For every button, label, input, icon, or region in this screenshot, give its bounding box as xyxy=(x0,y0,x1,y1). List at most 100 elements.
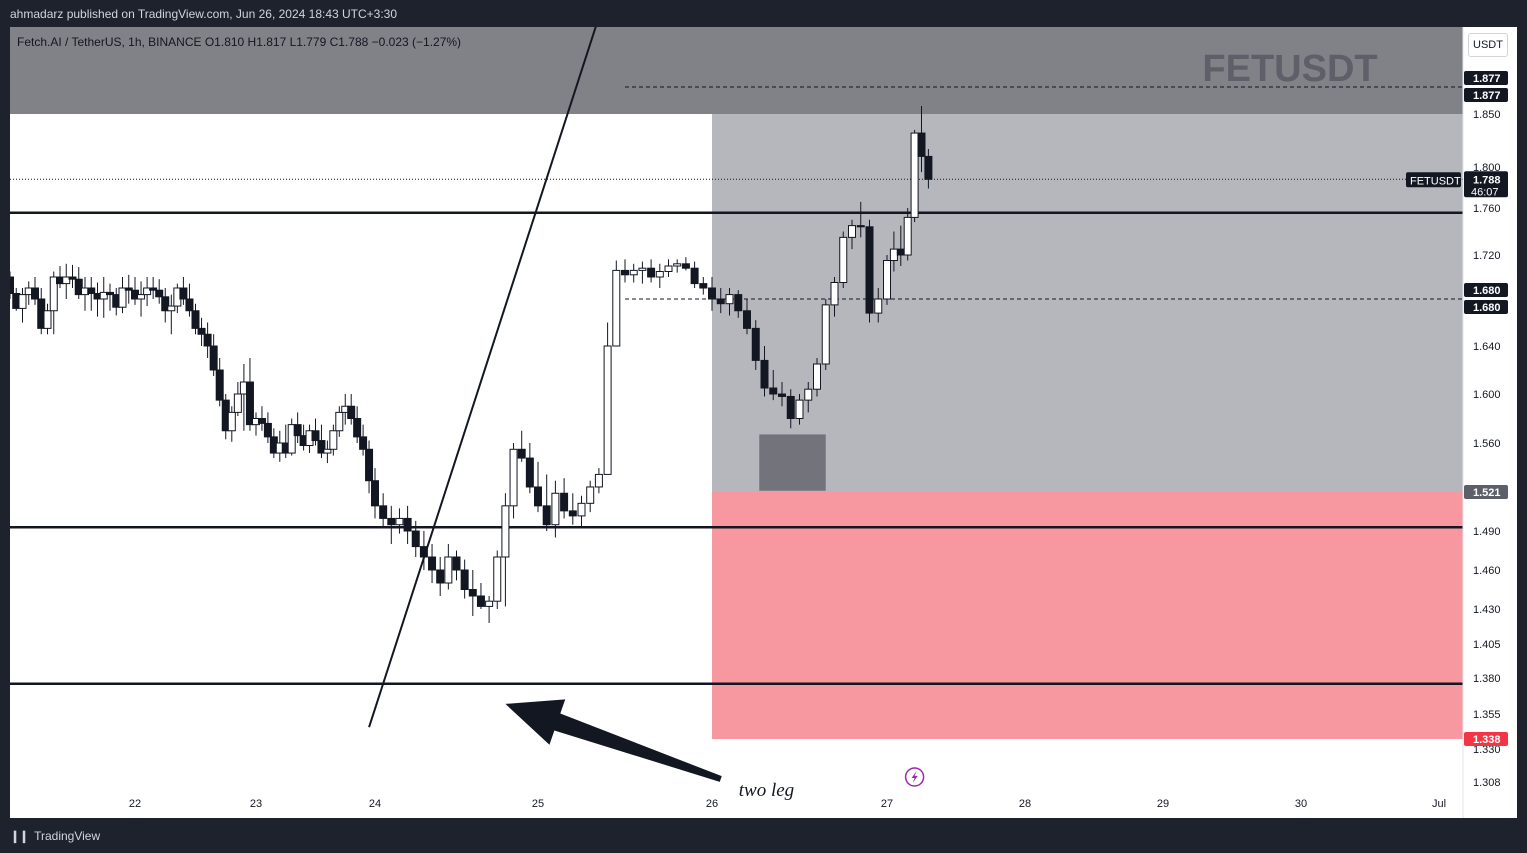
candle xyxy=(577,495,586,526)
candle-body xyxy=(167,305,176,312)
candle xyxy=(43,303,52,335)
candle-body xyxy=(179,287,188,300)
price-tag-label: 1.338 xyxy=(1473,734,1501,746)
candle-body xyxy=(353,418,362,438)
y-tick-label: 1.308 xyxy=(1473,777,1501,789)
candle-body xyxy=(137,294,146,300)
candle-body xyxy=(525,457,534,488)
dark-box xyxy=(759,434,826,491)
candle-body xyxy=(681,263,690,269)
y-tick-label: 1.460 xyxy=(1473,565,1501,577)
chart-frame[interactable]: FETUSDT two leg 1.850 1.800 1.760 1.720 1.64… xyxy=(10,27,1517,818)
candle-body xyxy=(263,422,272,438)
candle xyxy=(203,322,212,358)
candle-body xyxy=(501,505,510,558)
candle-body xyxy=(778,393,786,397)
candle xyxy=(197,317,206,346)
countdown-label: 46:07 xyxy=(1471,186,1499,198)
candle-body xyxy=(227,411,236,432)
candle xyxy=(917,106,926,173)
candlestick-chart[interactable]: FETUSDT two leg 1.850 1.800 1.760 1.720 1.64… xyxy=(10,27,1517,818)
candle-body xyxy=(856,225,865,228)
candle-body xyxy=(203,333,212,347)
footer: ❙❙ TradingView xyxy=(10,822,100,849)
candle-body xyxy=(371,480,379,507)
brand-name[interactable]: TradingView xyxy=(34,828,101,843)
candle xyxy=(903,208,912,261)
tradingview-logo-icon[interactable]: ❙❙ xyxy=(10,828,29,843)
candle-body xyxy=(708,287,716,300)
candle-body xyxy=(917,132,926,157)
candle-body xyxy=(329,430,338,450)
candle-body xyxy=(359,436,368,450)
candle xyxy=(287,418,296,456)
candle-body xyxy=(629,269,638,276)
candle-body xyxy=(493,556,502,602)
candle-body xyxy=(74,278,83,296)
candle-body xyxy=(586,486,595,504)
y-tick-label: 1.355 xyxy=(1473,709,1501,721)
symbol-watermark: FETUSDT xyxy=(1202,48,1377,90)
candle-body xyxy=(551,492,560,526)
candle-body xyxy=(903,216,912,256)
candle xyxy=(436,557,445,596)
candle-body xyxy=(743,310,751,329)
price-tag xyxy=(1464,732,1508,746)
candle-body xyxy=(612,269,621,347)
candle-body xyxy=(149,287,158,291)
candle-body xyxy=(577,502,586,517)
candle xyxy=(501,493,510,607)
red-zone xyxy=(712,492,1463,739)
y-tick-label: 1.405 xyxy=(1473,639,1501,651)
lightning-icon-glyph xyxy=(911,771,918,783)
candle xyxy=(830,277,839,317)
candle xyxy=(371,468,379,519)
candle xyxy=(568,493,577,525)
candle xyxy=(865,219,874,323)
candle-body xyxy=(839,236,848,283)
candle xyxy=(629,263,638,283)
candle-body xyxy=(411,530,420,548)
currency-button[interactable]: USDT xyxy=(1468,33,1508,57)
candle-body xyxy=(99,291,108,300)
candle xyxy=(353,406,362,443)
x-tick-label: 24 xyxy=(369,798,381,810)
candle-body xyxy=(896,248,905,256)
annotation-arrow xyxy=(505,699,722,782)
candle xyxy=(621,259,629,283)
candle xyxy=(848,219,856,250)
candle xyxy=(293,412,302,443)
candle-body xyxy=(716,298,725,305)
candle xyxy=(215,358,224,407)
candle xyxy=(485,596,494,623)
candle-body xyxy=(830,282,839,306)
candle-body xyxy=(664,265,673,272)
y-tick-label: 1.850 xyxy=(1473,109,1501,121)
y-tick-label: 1.490 xyxy=(1473,526,1501,538)
candle xyxy=(323,440,332,464)
x-tick-label: 30 xyxy=(1295,798,1307,810)
candle xyxy=(68,264,77,288)
candle-body xyxy=(647,267,656,278)
symbol-legend: Fetch.AI / TetherUS, 1h, BINANCE O1.810 … xyxy=(17,35,461,49)
candle xyxy=(586,480,595,513)
candle-body xyxy=(621,269,629,276)
candle xyxy=(365,440,374,494)
candle xyxy=(311,418,320,446)
candle xyxy=(62,263,71,299)
price-tag xyxy=(1464,300,1508,314)
candle xyxy=(778,382,786,407)
candle xyxy=(690,261,699,288)
candle xyxy=(734,290,743,318)
publisher-line: ahmadarz published on TradingView.com, J… xyxy=(10,7,398,21)
x-tick-label: 28 xyxy=(1019,798,1031,810)
y-tick-label: 1.760 xyxy=(1473,203,1501,215)
candle-body xyxy=(874,298,883,314)
upper-dark-zone xyxy=(10,27,1463,114)
candle xyxy=(525,443,534,494)
candle-body xyxy=(323,448,332,454)
candle-body xyxy=(751,327,760,361)
candle xyxy=(233,382,242,417)
candle xyxy=(795,394,804,425)
candle xyxy=(18,288,27,323)
